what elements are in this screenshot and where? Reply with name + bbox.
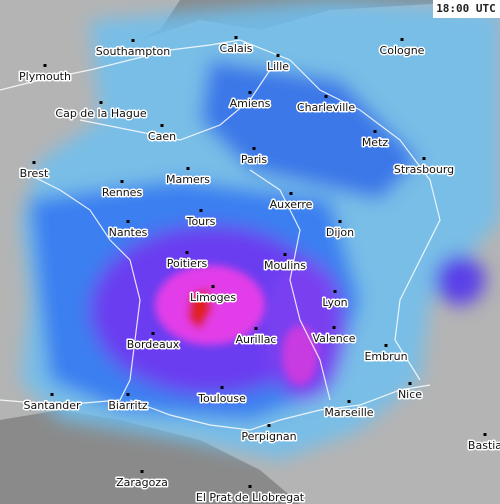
city-dot [333, 290, 337, 293]
city-dot [408, 382, 412, 385]
city-dot [160, 124, 164, 127]
city-label: Rennes [102, 186, 143, 199]
city-label: Calais [219, 42, 252, 55]
city-label: Paris [241, 153, 267, 166]
city-dot [220, 386, 224, 389]
city-label: Santander [24, 399, 81, 412]
city-label: Lyon [322, 296, 347, 309]
city-dot [131, 39, 135, 42]
heavy-echoes [155, 265, 318, 385]
city-dot [483, 433, 487, 436]
city-label: Mamers [166, 173, 210, 186]
city-label: Valence [312, 332, 355, 345]
city-dot [151, 332, 155, 335]
city-label: Lille [267, 60, 289, 73]
city-dot [384, 344, 388, 347]
city-dot [347, 400, 351, 403]
city-label: Biarritz [108, 399, 148, 412]
city-dot [211, 285, 215, 288]
city-label: Nantes [109, 226, 148, 239]
city-label: El Prat de Llobregat [196, 491, 305, 504]
city-label: Aurillac [236, 333, 277, 346]
city-label: Moulins [264, 259, 306, 272]
city-label: Tours [186, 215, 216, 228]
time-box [433, 0, 500, 18]
city-dot [324, 95, 328, 98]
city-dot [338, 220, 342, 223]
city-label: Poitiers [167, 257, 208, 270]
city-label: Southampton [96, 45, 170, 58]
city-dot [186, 167, 190, 170]
city-label: Cologne [380, 44, 425, 57]
city-label: Cap de la Hague [55, 107, 146, 120]
city-label: Nice [398, 388, 422, 401]
city-label: Limoges [190, 291, 236, 304]
city-dot [185, 251, 189, 254]
city-dot [140, 470, 144, 473]
city-label: Dijon [326, 226, 354, 239]
city-dot [43, 64, 47, 67]
city-label: Perpignan [241, 430, 296, 443]
city-dot [248, 485, 252, 488]
city-label: Brest [20, 167, 49, 180]
city-dot [252, 147, 256, 150]
city-label: Strasbourg [394, 163, 454, 176]
city-dot [283, 253, 287, 256]
city-dot [32, 161, 36, 164]
city-dot [120, 180, 124, 183]
city-dot [234, 36, 238, 39]
city-label: Embrun [364, 350, 407, 363]
city-labels: Plymouth Southampton Calais Cologne Lille Ami… [18, 36, 500, 504]
city-label: Bastia [468, 439, 500, 452]
borders [0, 39, 441, 431]
city-label: Plymouth [19, 70, 71, 83]
city-dot [276, 54, 280, 57]
city-dot [50, 393, 54, 396]
city-label: Toulouse [197, 392, 246, 405]
city-label: Caen [148, 130, 176, 143]
city-dot [99, 101, 103, 104]
city-dot [254, 327, 258, 330]
city-dot [267, 424, 271, 427]
city-label: Metz [362, 136, 389, 149]
city-dot [126, 220, 130, 223]
city-dot [289, 192, 293, 195]
time-label: 18:00 UTC [436, 2, 496, 15]
city-dot [199, 209, 203, 212]
city-dot [400, 38, 404, 41]
city-label: Auxerre [270, 198, 313, 211]
city-label: Bordeaux [127, 338, 180, 351]
city-dot [248, 91, 252, 94]
city-label: Charleville [297, 101, 355, 114]
city-dot [373, 130, 377, 133]
city-label: Amiens [230, 97, 271, 110]
city-dot [126, 393, 130, 396]
city-label: Marseille [324, 406, 373, 419]
city-label: Zaragoza [116, 476, 168, 489]
city-dot [332, 326, 336, 329]
city-dot [422, 157, 426, 160]
